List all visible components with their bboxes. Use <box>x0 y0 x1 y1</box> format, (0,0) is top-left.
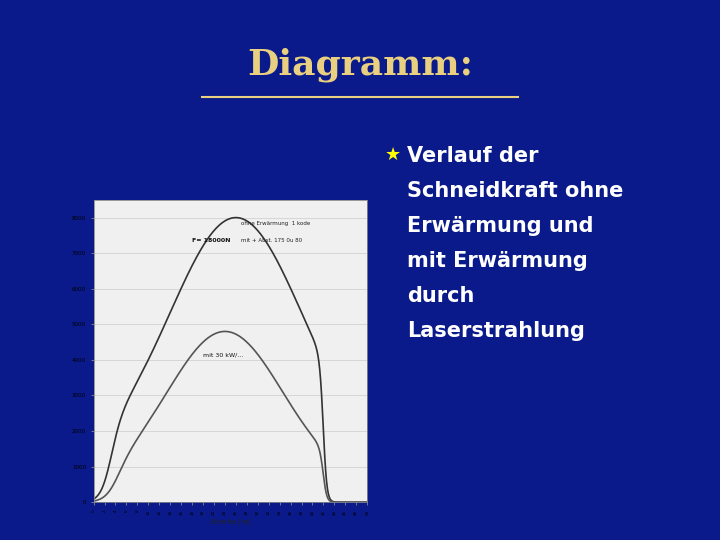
Text: Diagramm:: Diagramm: <box>247 48 473 82</box>
Text: ohne Erwärmung  1 kode: ohne Erwärmung 1 kode <box>241 221 310 226</box>
Text: Laserstrahlung: Laserstrahlung <box>407 321 585 341</box>
X-axis label: Strecke [m]: Strecke [m] <box>210 518 251 525</box>
Text: mit + Abst. 175 0u 80: mit + Abst. 175 0u 80 <box>241 239 302 244</box>
Text: mit 30 kW/...: mit 30 kW/... <box>203 352 243 357</box>
Text: F= 18000N: F= 18000N <box>192 239 230 244</box>
Text: Erwärmung und: Erwärmung und <box>407 216 593 236</box>
Text: ★: ★ <box>384 146 400 164</box>
Text: mit Erwärmung: mit Erwärmung <box>407 251 588 271</box>
Text: Schneidkraft ohne: Schneidkraft ohne <box>407 181 624 201</box>
Text: durch: durch <box>407 286 474 306</box>
Text: Verlauf der: Verlauf der <box>407 146 539 166</box>
